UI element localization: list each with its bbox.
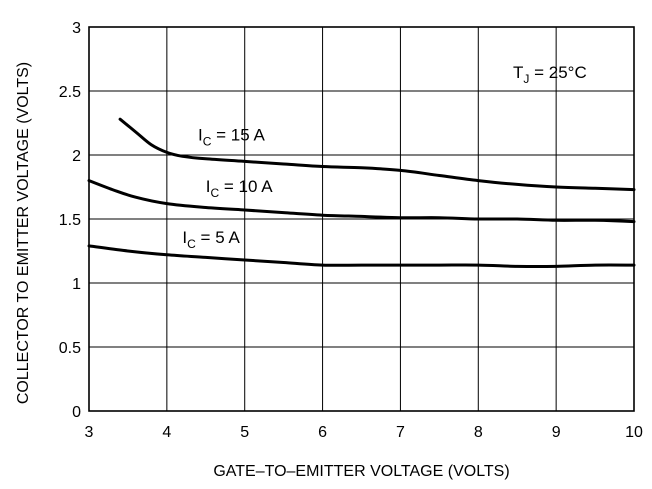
- series-labels: IC = 15 A IC = 10 A IC = 5 A: [182, 126, 273, 251]
- y-tick-label: 0: [72, 404, 81, 421]
- y-tick-labels: 0 0.5 1 1.5 2 2.5 3: [59, 20, 81, 421]
- x-tick-label: 9: [552, 424, 561, 441]
- series-line-2: [87, 179, 636, 224]
- x-tick-labels: 3 4 5 6 7 8 9 10: [85, 424, 643, 441]
- x-tick-label: 8: [474, 424, 483, 441]
- x-tick-label: 7: [396, 424, 405, 441]
- plot-frame: [88, 26, 635, 412]
- x-tick-label: 6: [318, 424, 327, 441]
- series-line-3: [87, 244, 636, 269]
- x-tick-label: 3: [85, 424, 94, 441]
- y-tick-label: 0.5: [59, 340, 81, 357]
- x-tick-label: 5: [240, 424, 249, 441]
- y-tick-label: 3: [72, 20, 81, 37]
- y-tick-label: 1.5: [59, 212, 81, 229]
- y-axis-title: COLLECTOR TO EMITTER VOLTAGE (VOLTS): [15, 62, 32, 404]
- y-tick-label: 1: [72, 276, 81, 293]
- series-label-2: IC = 10 A: [206, 177, 273, 200]
- y-tick-label: 2: [72, 148, 81, 165]
- x-axis-title: GATE–TO–EMITTER VOLTAGE (VOLTS): [213, 463, 509, 480]
- series-line-1: [118, 117, 636, 192]
- series-label-1: IC = 15 A: [198, 126, 265, 149]
- temperature-annotation: TJ = 25°C: [513, 63, 587, 86]
- series-group: [87, 117, 636, 269]
- x-tick-label: 10: [625, 424, 643, 441]
- y-tick-label: 2.5: [59, 84, 81, 101]
- x-tick-label: 4: [162, 424, 171, 441]
- series-label-3: IC = 5 A: [182, 228, 240, 251]
